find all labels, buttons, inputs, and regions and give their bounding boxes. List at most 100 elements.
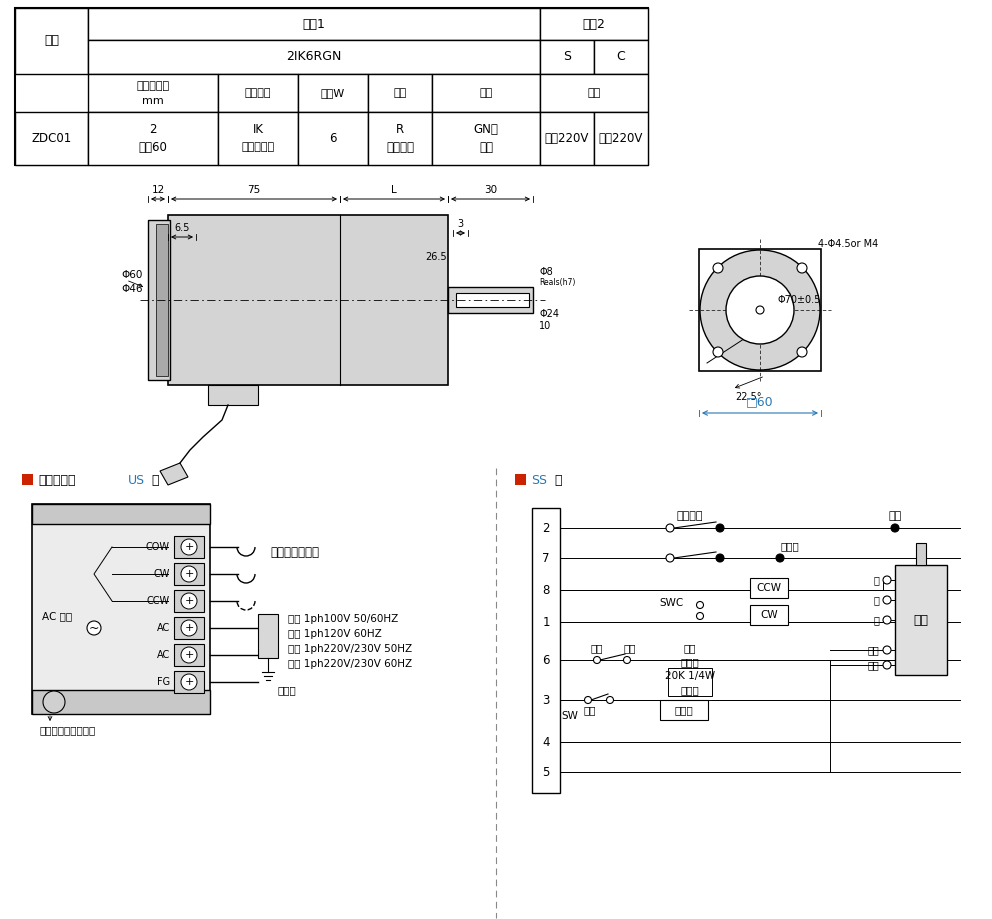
- Text: FG: FG: [157, 677, 170, 687]
- Text: Reals(h7): Reals(h7): [539, 278, 575, 287]
- Text: 回转计: 回转计: [675, 705, 693, 715]
- Circle shape: [43, 691, 65, 713]
- Circle shape: [883, 646, 891, 654]
- Bar: [532, 508, 560, 793]
- Text: Φ46: Φ46: [121, 284, 143, 294]
- Text: 接线示意图: 接线示意图: [38, 473, 75, 486]
- Text: GN型: GN型: [473, 123, 498, 136]
- Text: SWC: SWC: [660, 598, 684, 608]
- Text: 电机: 电机: [914, 614, 929, 627]
- Text: 3: 3: [543, 694, 550, 707]
- Circle shape: [883, 596, 891, 604]
- Text: 12: 12: [152, 185, 165, 195]
- Text: 白细: 白细: [867, 660, 879, 670]
- Text: 白细: 白细: [867, 645, 879, 655]
- Text: 电源: 电源: [889, 511, 902, 521]
- Bar: [456, 293, 529, 307]
- Circle shape: [696, 612, 703, 619]
- Text: 白: 白: [873, 595, 879, 605]
- Circle shape: [181, 620, 197, 636]
- Circle shape: [606, 697, 613, 704]
- Bar: [298, 74, 368, 112]
- Text: +: +: [185, 596, 193, 606]
- Text: US: US: [128, 473, 145, 486]
- Bar: [15, 8, 648, 165]
- Text: 7: 7: [543, 551, 550, 564]
- Text: 8: 8: [543, 584, 550, 596]
- Circle shape: [883, 576, 891, 584]
- Text: 30: 30: [484, 185, 497, 195]
- Text: ~: ~: [88, 621, 99, 634]
- Text: 高速: 高速: [683, 643, 696, 653]
- Circle shape: [797, 347, 807, 357]
- Text: 规格2: 规格2: [582, 17, 605, 30]
- Bar: [432, 112, 540, 165]
- Text: 单相220V: 单相220V: [599, 132, 643, 145]
- Bar: [895, 565, 947, 675]
- Text: 6: 6: [543, 653, 550, 666]
- Text: 代码: 代码: [44, 35, 59, 48]
- Bar: [448, 287, 533, 313]
- Text: 电器开关: 电器开关: [677, 511, 703, 521]
- Bar: [750, 578, 788, 598]
- Text: 蓝: 蓝: [873, 575, 879, 585]
- Polygon shape: [160, 463, 188, 485]
- Text: 表示60: 表示60: [139, 141, 168, 154]
- Bar: [540, 112, 594, 165]
- Text: 5: 5: [543, 766, 550, 778]
- Text: 规格1: 规格1: [303, 17, 325, 30]
- Text: 轴类: 轴类: [479, 88, 493, 98]
- Text: AC: AC: [157, 623, 170, 633]
- Bar: [174, 644, 204, 666]
- Text: Φ70±0.5: Φ70±0.5: [778, 295, 821, 305]
- Text: 6: 6: [329, 132, 336, 145]
- Text: SW: SW: [561, 711, 578, 721]
- Circle shape: [624, 656, 631, 664]
- Bar: [540, 74, 648, 112]
- Text: 停止: 停止: [591, 643, 603, 653]
- Text: 4: 4: [543, 735, 550, 748]
- Text: +: +: [185, 542, 193, 552]
- Bar: [368, 74, 432, 112]
- Text: 电压: 电压: [587, 88, 600, 98]
- Text: 电位计: 电位计: [681, 657, 699, 667]
- Text: 电容量: 电容量: [781, 541, 800, 551]
- Bar: [594, 112, 648, 165]
- Bar: [916, 543, 926, 565]
- Bar: [432, 74, 540, 112]
- Text: Φ24: Φ24: [539, 309, 559, 319]
- Circle shape: [181, 566, 197, 582]
- Text: L: L: [391, 185, 397, 195]
- Text: mm: mm: [142, 96, 164, 106]
- Bar: [88, 8, 540, 40]
- Bar: [32, 504, 210, 524]
- Bar: [88, 74, 218, 112]
- Bar: [218, 74, 298, 112]
- Text: ZDC01: ZDC01: [32, 132, 71, 145]
- Text: +: +: [185, 677, 193, 687]
- Text: □60: □60: [746, 395, 774, 409]
- Circle shape: [87, 621, 101, 635]
- Circle shape: [716, 554, 724, 562]
- Text: 运转: 运转: [583, 705, 596, 715]
- Circle shape: [891, 524, 899, 532]
- Circle shape: [666, 524, 674, 532]
- Bar: [156, 224, 168, 376]
- Text: 运转: 运转: [624, 643, 636, 653]
- Text: 齿轴: 齿轴: [479, 141, 493, 154]
- Text: 1: 1: [543, 616, 550, 629]
- Text: 电动机尺寸: 电动机尺寸: [137, 81, 170, 91]
- Text: CCW: CCW: [757, 583, 782, 593]
- Text: 切换电动机转向: 切换电动机转向: [270, 546, 319, 559]
- Text: 2: 2: [149, 123, 157, 136]
- Bar: [594, 40, 648, 74]
- Bar: [699, 249, 821, 371]
- Bar: [15, 8, 88, 74]
- Bar: [515, 474, 526, 485]
- Text: CW: CW: [760, 610, 778, 620]
- Bar: [540, 8, 648, 40]
- Circle shape: [713, 347, 723, 357]
- Text: Φ8: Φ8: [539, 267, 553, 277]
- Circle shape: [696, 602, 703, 608]
- Text: AC: AC: [157, 650, 170, 660]
